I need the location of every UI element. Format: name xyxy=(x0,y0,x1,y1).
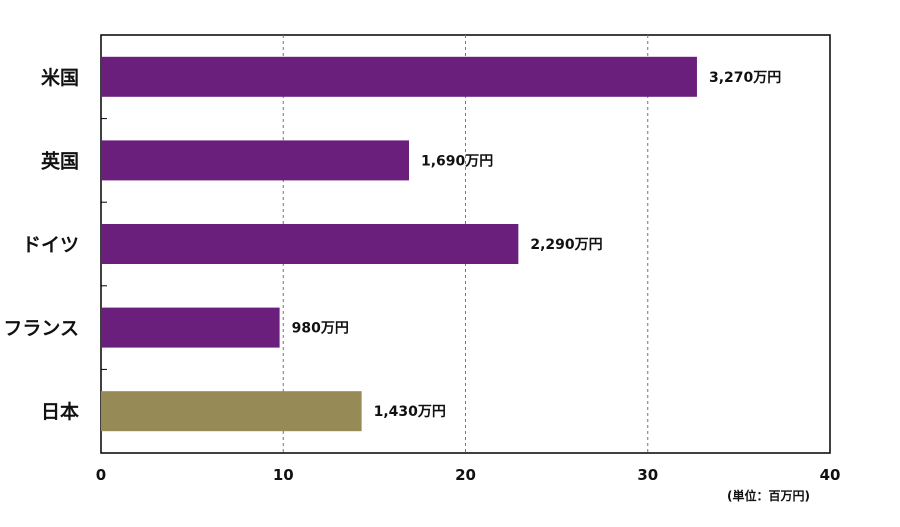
category-label: 日本 xyxy=(41,400,79,423)
data-labels: 3,270万円 1,690万円 2,290万円 980万円 1,430万円 xyxy=(292,70,782,420)
x-tick-label: 40 xyxy=(820,466,841,484)
data-label: 1,690万円 xyxy=(421,153,493,169)
x-tick-label: 0 xyxy=(96,466,106,484)
data-label: 980万円 xyxy=(292,321,349,337)
x-tick-label: 10 xyxy=(273,466,294,484)
bars xyxy=(101,56,697,432)
category-label: 英国 xyxy=(41,149,79,172)
unit-label: (単位：百万円) xyxy=(727,489,810,503)
bar xyxy=(101,224,519,264)
category-label: 米国 xyxy=(41,66,79,89)
category-label: フランス xyxy=(3,318,79,340)
grid-lines xyxy=(282,35,649,453)
x-tick-label: 20 xyxy=(455,466,476,484)
bar xyxy=(101,56,697,97)
bar xyxy=(101,391,362,432)
data-label: 2,290万円 xyxy=(530,237,602,253)
x-tick-labels: 0 10 20 30 40 xyxy=(96,466,841,484)
category-label: ドイツ xyxy=(22,234,79,256)
data-label: 3,270万円 xyxy=(709,70,781,86)
x-tick-label: 30 xyxy=(637,466,658,484)
y-tick-marks xyxy=(101,118,107,370)
bar xyxy=(101,307,280,348)
data-label: 1,430万円 xyxy=(374,404,446,420)
bar xyxy=(101,140,410,181)
